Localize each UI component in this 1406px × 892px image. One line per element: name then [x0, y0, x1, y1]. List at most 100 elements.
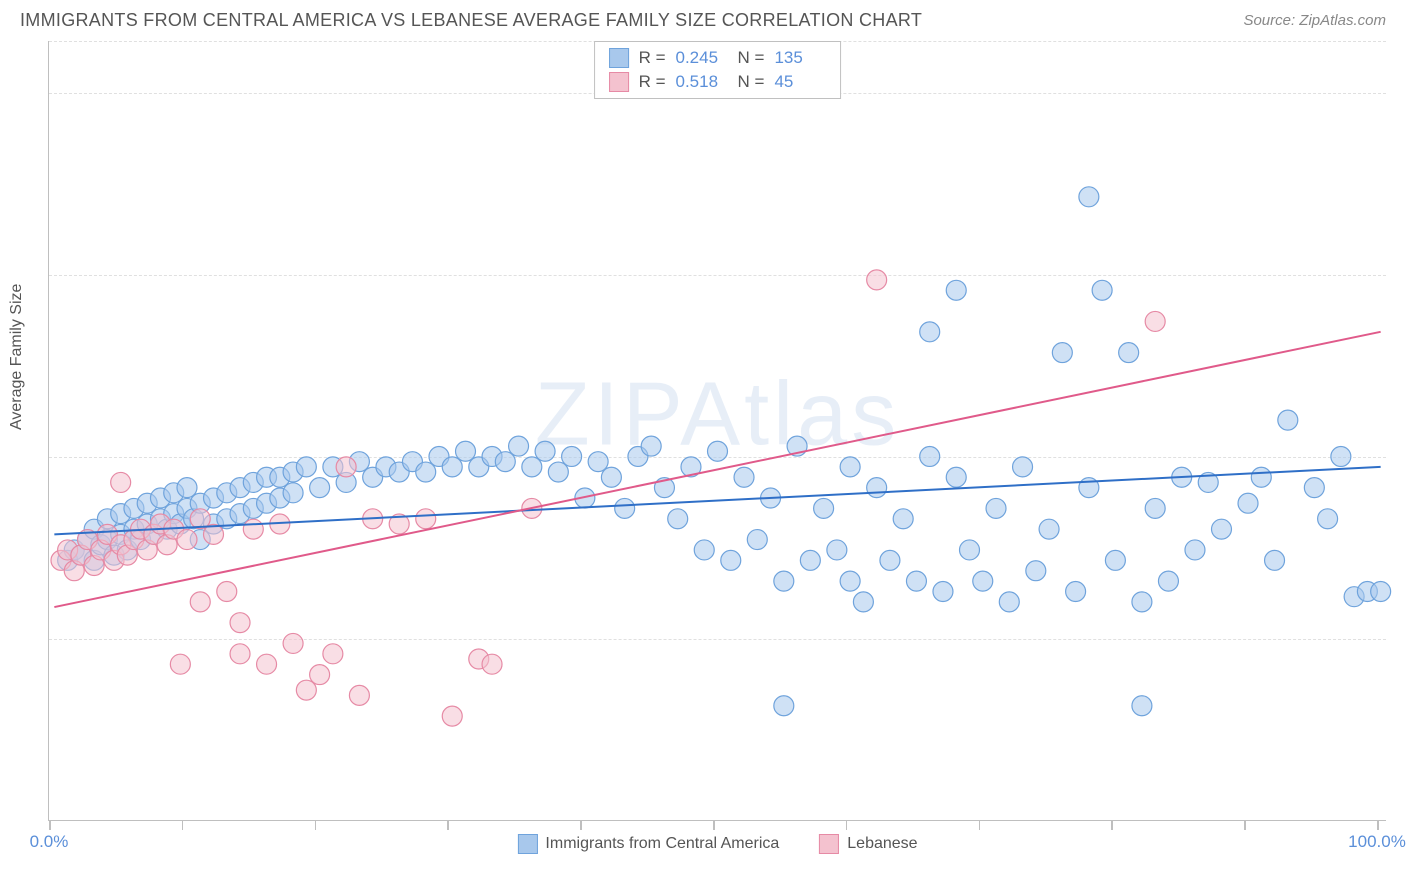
data-point-central_america — [1092, 280, 1112, 300]
data-point-central_america — [840, 571, 860, 591]
data-point-lebanese — [1145, 311, 1165, 331]
x-tick — [979, 820, 981, 830]
data-point-central_america — [641, 436, 661, 456]
legend-label-1: Lebanese — [847, 835, 917, 853]
legend-swatch-1 — [609, 72, 629, 92]
data-point-lebanese — [349, 685, 369, 705]
x-tick — [846, 820, 848, 830]
data-point-central_america — [522, 457, 542, 477]
data-point-central_america — [1251, 467, 1271, 487]
legend-swatch-ca — [517, 834, 537, 854]
data-point-central_america — [1158, 571, 1178, 591]
data-point-central_america — [1185, 540, 1205, 560]
data-point-central_america — [1066, 582, 1086, 602]
correlation-legend: R = 0.245 N = 135 R = 0.518 N = 45 — [594, 41, 842, 99]
data-point-central_america — [1331, 446, 1351, 466]
legend-row-series-0: R = 0.245 N = 135 — [609, 48, 827, 68]
y-axis-label: Average Family Size — [8, 284, 26, 430]
data-point-central_america — [1079, 187, 1099, 207]
data-point-central_america — [1371, 582, 1391, 602]
data-point-central_america — [946, 467, 966, 487]
data-point-central_america — [416, 462, 436, 482]
legend-label-0: Immigrants from Central America — [545, 835, 779, 853]
data-point-central_america — [867, 478, 887, 498]
data-point-central_america — [1132, 592, 1152, 612]
data-point-central_america — [1304, 478, 1324, 498]
data-point-lebanese — [217, 582, 237, 602]
n-label: N = — [738, 72, 765, 92]
data-point-central_america — [1238, 493, 1258, 513]
data-point-lebanese — [170, 654, 190, 674]
data-point-lebanese — [867, 270, 887, 290]
data-point-central_america — [495, 452, 515, 472]
x-tick — [1377, 820, 1379, 830]
data-point-central_america — [1278, 410, 1298, 430]
data-point-central_america — [1318, 509, 1338, 529]
data-point-central_america — [721, 550, 741, 570]
data-point-central_america — [986, 498, 1006, 518]
data-point-central_america — [1026, 561, 1046, 581]
chart-plot-area: ZIPAtlas 2.754.506.258.00 R = 0.245 N = … — [48, 41, 1386, 821]
data-point-central_america — [920, 446, 940, 466]
data-point-central_america — [933, 582, 953, 602]
data-point-central_america — [1212, 519, 1232, 539]
data-point-central_america — [906, 571, 926, 591]
x-tick — [182, 820, 184, 830]
data-point-central_america — [283, 483, 303, 503]
data-point-central_america — [946, 280, 966, 300]
legend-swatch-0 — [609, 48, 629, 68]
data-point-central_america — [1132, 696, 1152, 716]
source-attribution: Source: ZipAtlas.com — [1243, 12, 1386, 29]
data-point-central_america — [774, 571, 794, 591]
data-point-central_america — [442, 457, 462, 477]
data-point-central_america — [800, 550, 820, 570]
legend-row-series-1: R = 0.518 N = 45 — [609, 72, 827, 92]
scatter-plot-svg — [49, 41, 1386, 820]
data-point-lebanese — [257, 654, 277, 674]
data-point-central_america — [708, 441, 728, 461]
chart-title: IMMIGRANTS FROM CENTRAL AMERICA VS LEBAN… — [20, 10, 922, 31]
data-point-lebanese — [336, 457, 356, 477]
data-point-central_america — [1052, 343, 1072, 363]
x-tick — [447, 820, 449, 830]
r-label: R = — [639, 72, 666, 92]
r-value-0: 0.245 — [676, 48, 728, 68]
data-point-lebanese — [190, 592, 210, 612]
data-point-central_america — [177, 478, 197, 498]
n-value-0: 135 — [774, 48, 826, 68]
data-point-central_america — [588, 452, 608, 472]
n-label: N = — [738, 48, 765, 68]
r-value-1: 0.518 — [676, 72, 728, 92]
data-point-central_america — [694, 540, 714, 560]
data-point-lebanese — [416, 509, 436, 529]
series-legend: Immigrants from Central America Lebanese — [517, 834, 917, 854]
x-tick — [49, 820, 51, 830]
r-label: R = — [639, 48, 666, 68]
data-point-lebanese — [296, 680, 316, 700]
legend-swatch-leb — [819, 834, 839, 854]
data-point-central_america — [840, 457, 860, 477]
data-point-lebanese — [442, 706, 462, 726]
data-point-lebanese — [243, 519, 263, 539]
data-point-central_america — [734, 467, 754, 487]
x-tick — [580, 820, 582, 830]
data-point-central_america — [853, 592, 873, 612]
data-point-central_america — [562, 446, 582, 466]
data-point-lebanese — [323, 644, 343, 664]
data-point-central_america — [1013, 457, 1033, 477]
data-point-central_america — [615, 498, 635, 518]
data-point-lebanese — [111, 472, 131, 492]
data-point-central_america — [1145, 498, 1165, 518]
data-point-central_america — [601, 467, 621, 487]
data-point-central_america — [548, 462, 568, 482]
data-point-central_america — [774, 696, 794, 716]
data-point-lebanese — [482, 654, 502, 674]
data-point-central_america — [1105, 550, 1125, 570]
data-point-central_america — [535, 441, 555, 461]
data-point-lebanese — [177, 530, 197, 550]
data-point-central_america — [827, 540, 847, 560]
legend-item-0: Immigrants from Central America — [517, 834, 779, 854]
data-point-central_america — [880, 550, 900, 570]
x-tick-label: 100.0% — [1348, 832, 1406, 852]
data-point-central_america — [1119, 343, 1139, 363]
